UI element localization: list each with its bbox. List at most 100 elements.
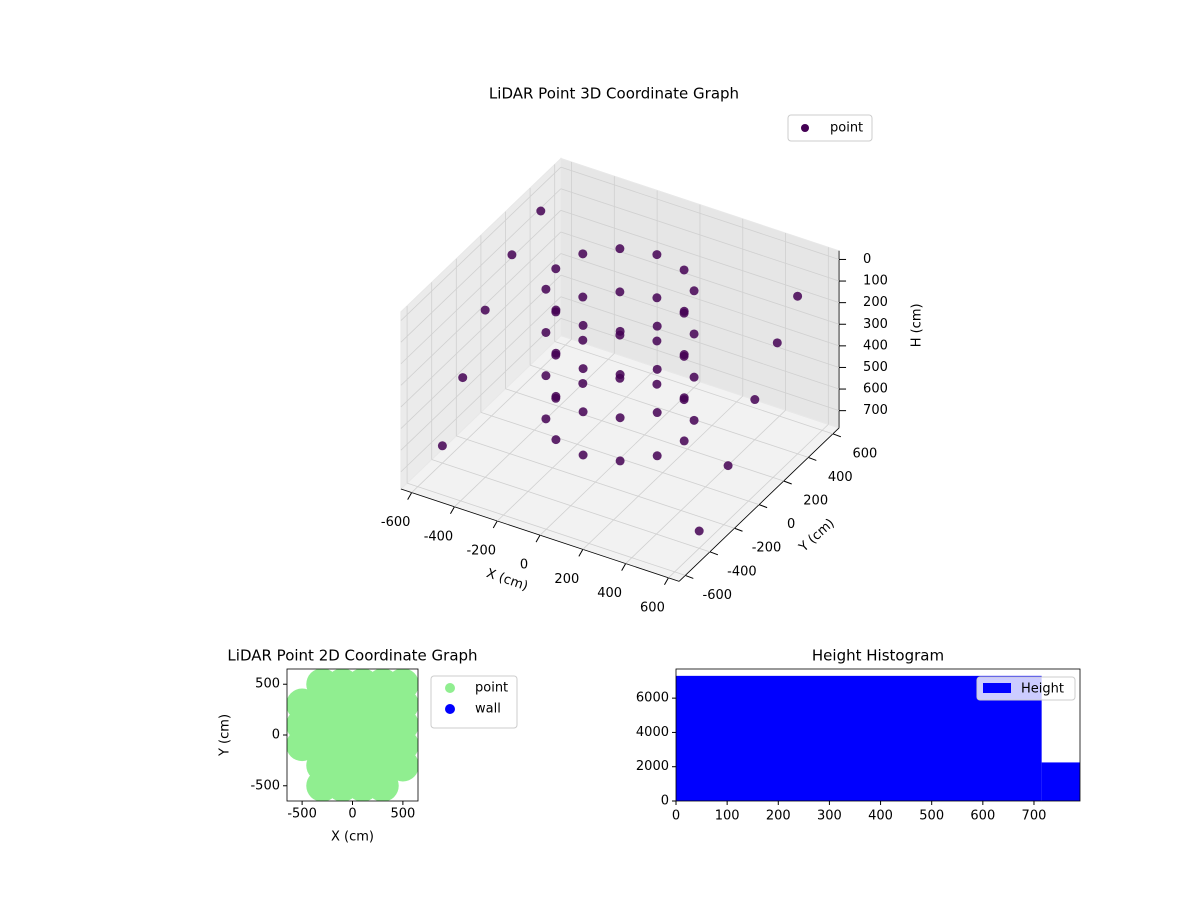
point [551, 435, 561, 445]
x-tick [450, 506, 455, 515]
y-tick-label: 500 [255, 677, 280, 692]
x-tick-label: 0 [520, 558, 528, 573]
grid-line [560, 274, 840, 368]
point [652, 379, 662, 389]
point [386, 749, 418, 782]
grid-line [400, 188, 562, 343]
y-tick-label: 2000 [636, 759, 669, 774]
legend-marker [801, 124, 809, 132]
x-tick-label: 0 [672, 809, 680, 824]
y-tick-label: 4000 [636, 725, 669, 740]
grid-line [560, 231, 840, 325]
point [578, 249, 588, 259]
point [689, 415, 699, 425]
y-tick-label: 0 [272, 728, 280, 743]
x-tick-label: 400 [868, 809, 893, 824]
point [536, 206, 546, 216]
point [793, 291, 803, 301]
point [652, 364, 662, 374]
point [458, 373, 468, 383]
y-tick [832, 433, 842, 438]
z-tick-label: 600 [863, 382, 888, 397]
point [615, 330, 625, 340]
point [541, 327, 551, 337]
point [772, 338, 782, 348]
point [679, 308, 689, 318]
x-tick-label: 600 [640, 600, 665, 615]
grid-line [431, 459, 711, 553]
axes-frame [675, 668, 1081, 802]
grid-line [560, 209, 840, 304]
z-tick-label: 400 [863, 338, 888, 353]
chart-title: Height Histogram [812, 647, 944, 665]
point [652, 408, 662, 418]
grid-line [554, 341, 834, 435]
x-axis-label: X (cm) [331, 830, 374, 845]
point [723, 461, 733, 471]
point [652, 293, 662, 303]
point [578, 292, 588, 302]
point [679, 265, 689, 275]
point [679, 351, 689, 361]
x-tick [621, 563, 627, 571]
legend-label: wall [475, 702, 501, 717]
chart-title: LiDAR Point 2D Coordinate Graph [227, 647, 477, 665]
point [578, 364, 588, 374]
grid-line [560, 296, 840, 390]
grid-line [400, 296, 562, 451]
z-tick-label: 700 [863, 403, 888, 418]
point [578, 450, 588, 460]
point [652, 321, 662, 331]
grid-line [400, 253, 562, 408]
y-tick [783, 480, 792, 485]
grid-line [560, 317, 840, 412]
chart-title: LiDAR Point 3D Coordinate Graph [489, 85, 739, 103]
x-tick-label: -600 [381, 515, 411, 530]
point [615, 456, 625, 466]
x-tick-label: 600 [970, 809, 995, 824]
point [652, 336, 662, 346]
grid-line [529, 364, 809, 458]
z-tick-label: 200 [863, 295, 888, 310]
point [551, 307, 561, 317]
point [689, 286, 699, 296]
y-tick-label: -500 [250, 778, 280, 793]
y-tick-label: 6000 [636, 691, 669, 706]
point [578, 335, 588, 345]
point [615, 287, 625, 297]
y-tick-label: -200 [752, 541, 782, 556]
point [541, 414, 551, 424]
plot-area [287, 669, 418, 801]
x-tick [535, 534, 541, 543]
y-tick [758, 504, 768, 509]
x-tick-label: 500 [390, 807, 415, 822]
bar [1041, 762, 1080, 801]
point [507, 250, 517, 260]
x-tick-label: 300 [817, 809, 842, 824]
point [679, 395, 689, 405]
x-tick [407, 492, 413, 500]
point [437, 441, 447, 451]
legend-box [976, 676, 1076, 701]
point [750, 395, 760, 405]
x-tick-label: -400 [424, 529, 454, 544]
grid-line [400, 210, 562, 365]
x-tick [492, 520, 498, 529]
legend-label: point [475, 681, 508, 696]
point [551, 350, 561, 360]
point [652, 451, 662, 461]
point [615, 373, 625, 383]
x-tick-label: 200 [766, 809, 791, 824]
point [551, 264, 561, 274]
grid-line [560, 188, 840, 282]
point [652, 250, 662, 260]
x-tick-label: 0 [348, 807, 356, 822]
grid-line [560, 166, 840, 260]
point [578, 378, 588, 388]
legend-marker [445, 704, 455, 714]
y-tick [685, 574, 694, 579]
point [578, 407, 588, 417]
x-tick-label: 700 [1022, 809, 1047, 824]
grid-line [406, 482, 686, 576]
